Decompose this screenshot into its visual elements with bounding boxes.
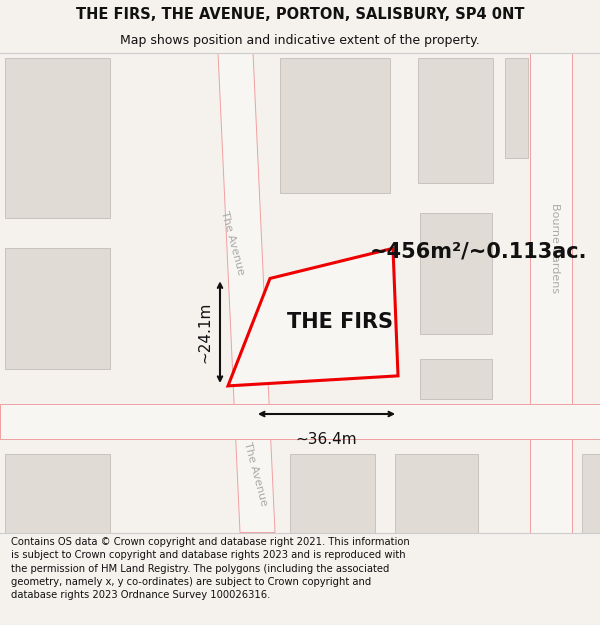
Polygon shape xyxy=(290,454,375,532)
Text: ~24.1m: ~24.1m xyxy=(197,301,212,363)
Polygon shape xyxy=(505,58,528,158)
Polygon shape xyxy=(418,58,493,183)
Polygon shape xyxy=(582,454,600,532)
Text: ~456m²/~0.113ac.: ~456m²/~0.113ac. xyxy=(370,241,587,261)
Polygon shape xyxy=(218,52,275,532)
Text: Bourne Gardens: Bourne Gardens xyxy=(550,203,560,293)
Polygon shape xyxy=(5,248,110,369)
Text: Map shows position and indicative extent of the property.: Map shows position and indicative extent… xyxy=(120,34,480,48)
Polygon shape xyxy=(395,454,478,532)
Polygon shape xyxy=(5,58,110,218)
Text: THE FIRS, THE AVENUE, PORTON, SALISBURY, SP4 0NT: THE FIRS, THE AVENUE, PORTON, SALISBURY,… xyxy=(76,8,524,22)
Polygon shape xyxy=(420,359,492,399)
Polygon shape xyxy=(530,52,572,532)
Polygon shape xyxy=(5,454,110,532)
Text: THE FIRS: THE FIRS xyxy=(287,312,393,332)
Text: Contains OS data © Crown copyright and database right 2021. This information
is : Contains OS data © Crown copyright and d… xyxy=(11,537,410,600)
Text: The Avenue: The Avenue xyxy=(218,210,245,276)
Polygon shape xyxy=(280,58,390,193)
Polygon shape xyxy=(420,213,492,334)
Text: ~36.4m: ~36.4m xyxy=(296,432,358,447)
Text: The Avenue: The Avenue xyxy=(242,441,268,508)
Polygon shape xyxy=(0,404,600,439)
Polygon shape xyxy=(228,248,398,386)
